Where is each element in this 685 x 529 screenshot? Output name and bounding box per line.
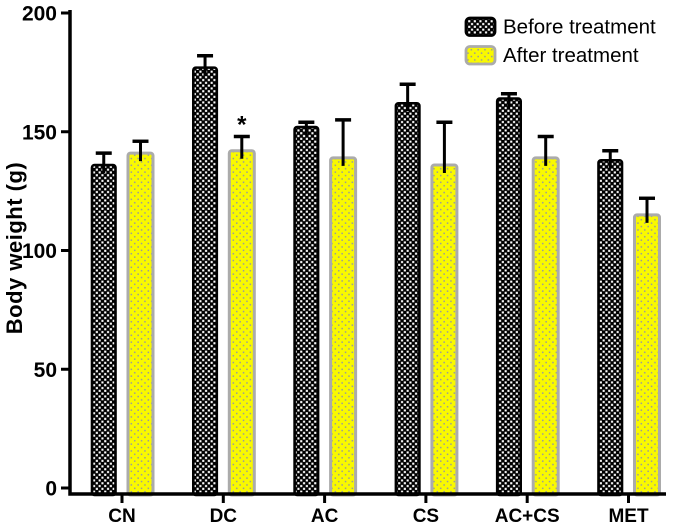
bar-cn-before [90, 163, 117, 497]
legend-label-after-treatment: After treatment [503, 44, 639, 67]
bar-ac-after [329, 156, 358, 497]
axis-lines [68, 10, 666, 496]
y-axis-title: Body weight (g) [2, 162, 27, 334]
bars-layer [90, 54, 661, 497]
bar-met-before [597, 158, 624, 497]
legend-swatch-after-treatment [464, 45, 497, 66]
bar-dc-after [227, 149, 256, 497]
bar-dc-before [192, 66, 219, 497]
x-tick-label: CN [108, 506, 135, 527]
y-tick-label: 100 [22, 240, 57, 263]
y-tick-label: 200 [22, 3, 57, 26]
y-tick-label: 0 [45, 478, 57, 501]
x-tick-label: MET [608, 506, 649, 527]
legend-swatch-before-treatment [464, 16, 497, 37]
bar-met-after [633, 213, 661, 497]
bar-cs-after [430, 163, 459, 497]
x-tick-label: AC+CS [495, 506, 560, 527]
significance-star: * [237, 112, 247, 139]
x-tick-label: DC [210, 506, 238, 527]
legend-label-before-treatment: Before treatment [503, 16, 656, 39]
y-tick-label: 150 [22, 121, 57, 144]
y-tick-label: 50 [34, 359, 57, 382]
x-tick-label: CS [413, 506, 439, 527]
bar-cn-after [126, 151, 155, 497]
bar-ac-before [293, 125, 320, 497]
bar-ac-cs-after [531, 156, 560, 497]
x-tick-label: AC [311, 506, 339, 527]
legend: Before treatment After treatment [464, 16, 656, 67]
axes-layer: 0 50 100 150 200 CN DC AC CS AC+CS MET Body weight … [2, 3, 666, 527]
bar-ac-cs-before [495, 97, 523, 497]
bar-cs-before [394, 101, 421, 497]
